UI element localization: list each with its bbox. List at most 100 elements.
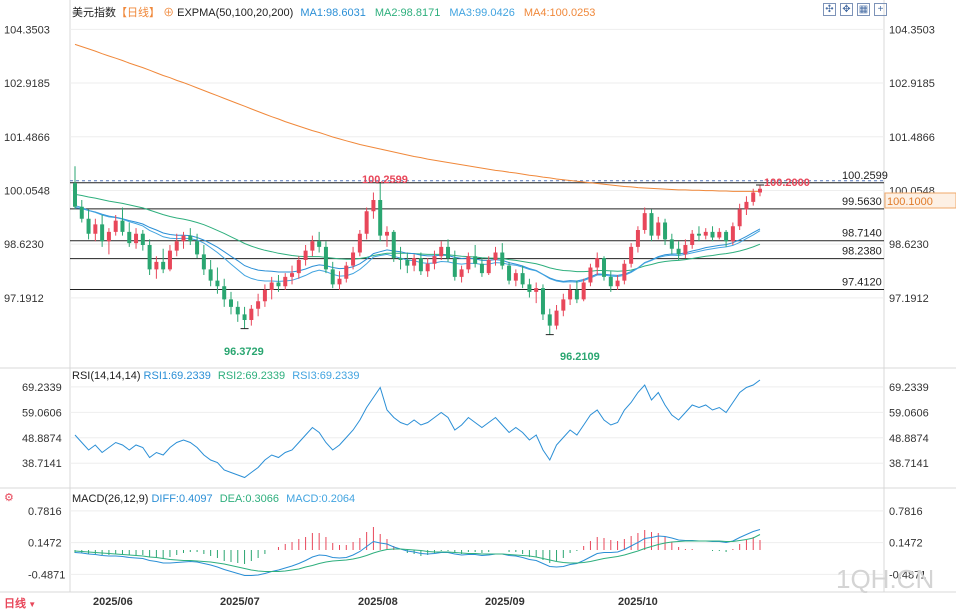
- watermark: 1QH.CN: [836, 564, 934, 594]
- candle-body-55: [446, 246, 451, 259]
- candle-body-58: [466, 256, 471, 270]
- candle-body-36: [317, 241, 322, 247]
- candle-body-16: [181, 235, 186, 242]
- candle-body-80: [615, 280, 620, 287]
- dea-line: [74, 534, 761, 572]
- candle-body-87: [663, 222, 668, 240]
- candle-body-73: [568, 290, 573, 300]
- candle-body-17: [188, 235, 193, 242]
- period-button-label: 日线: [4, 598, 26, 610]
- annotation-low1: 96.3729: [224, 346, 264, 358]
- candle-body-85: [649, 213, 654, 236]
- x-label-2025-06: 2025/06: [93, 596, 133, 608]
- period-label[interactable]: 【日线】: [116, 7, 160, 19]
- period-button[interactable]: 日线 ▼: [4, 595, 44, 610]
- candle-body-98: [737, 209, 742, 227]
- candle-body-90: [683, 245, 688, 255]
- macd-settings-icon[interactable]: ⚙: [4, 492, 14, 504]
- y-tick-right-4: 98.6230: [889, 239, 929, 251]
- diff-line: [74, 529, 761, 576]
- macd-series: [74, 527, 761, 576]
- candle-body-2: [86, 218, 91, 234]
- candle-body-64: [507, 265, 512, 281]
- rsi-tick-left-0: 69.2339: [22, 382, 62, 394]
- candle-body-28: [262, 290, 267, 302]
- candle-body-95: [717, 231, 722, 238]
- ma2-label: MA2:98.8171: [374, 7, 441, 19]
- rsi-tick-right-2: 48.8874: [889, 433, 929, 445]
- candle-body-26: [249, 308, 254, 320]
- macd-header: MACD(26,12,9) DIFF:0.4097 DEA:0.3066 MAC…: [72, 493, 355, 505]
- current-price-label: 100.1000: [887, 196, 933, 208]
- annotation-low2: 96.2109: [560, 351, 600, 363]
- candle-body-43: [364, 211, 369, 234]
- candle-body-96: [724, 231, 729, 242]
- candle-body-59: [473, 256, 478, 264]
- candle-body-99: [744, 201, 749, 210]
- candle-body-67: [527, 284, 532, 292]
- add-indicator-icon[interactable]: +: [874, 3, 887, 16]
- ma2-line: [74, 193, 761, 273]
- rsi2-value: RSI2:69.2339: [217, 370, 286, 382]
- candle-body-71: [554, 310, 559, 326]
- candle-body-15: [174, 241, 179, 251]
- h-line-label-0: 100.2599: [842, 170, 888, 182]
- candlesticks: [73, 166, 764, 336]
- h-line-label-3: 98.2380: [842, 246, 882, 258]
- candle-body-41: [351, 252, 356, 266]
- candle-body-50: [412, 258, 417, 266]
- candle-body-84: [642, 213, 647, 230]
- candle-body-81: [622, 263, 627, 281]
- candle-body-97: [730, 226, 735, 242]
- grid-icon[interactable]: ▦: [857, 3, 870, 16]
- candle-body-4: [100, 224, 105, 242]
- candle-body-9: [134, 233, 139, 244]
- candle-body-32: [290, 273, 295, 277]
- candle-body-66: [520, 273, 525, 285]
- candle-body-12: [154, 261, 159, 270]
- rsi-tick-left-1: 59.0606: [22, 407, 62, 419]
- candle-body-11: [147, 245, 152, 270]
- candle-body-57: [459, 269, 464, 277]
- macd-label[interactable]: MACD(26,12,9): [72, 493, 149, 505]
- y-tick-left-2: 101.4866: [4, 132, 50, 144]
- candle-body-21: [215, 280, 220, 287]
- dropdown-icon: ▼: [26, 600, 37, 609]
- zoom-fit-icon[interactable]: ✣: [823, 3, 836, 16]
- axis-tick-labels: 104.3503 104.3503 102.9185 102.9185 101.4866…: [4, 24, 935, 581]
- candle-body-74: [574, 290, 579, 300]
- macd-tick-left-2: -0.4871: [28, 569, 65, 581]
- candle-body-22: [222, 286, 227, 300]
- candle-body-29: [269, 282, 274, 290]
- y-tick-right-0: 104.3503: [889, 24, 935, 36]
- candle-body-25: [242, 314, 247, 320]
- indicator-label[interactable]: EXPMA(50,100,20,200): [177, 7, 294, 19]
- x-label-2025-07: 2025/07: [220, 596, 260, 608]
- candle-body-91: [690, 233, 695, 245]
- rsi-header: RSI(14,14,14) RSI1:69.2339 RSI2:69.2339 …: [72, 370, 360, 382]
- x-label-2025-10: 2025/10: [618, 596, 658, 608]
- candle-body-77: [595, 258, 600, 268]
- y-tick-left-4: 98.6230: [4, 239, 44, 251]
- macd-tick-left-0: 0.7816: [28, 506, 62, 518]
- candle-body-46: [384, 231, 389, 236]
- candle-body-89: [676, 248, 681, 255]
- rsi-label[interactable]: RSI(14,14,14): [72, 370, 141, 382]
- current-price-box: [884, 192, 956, 209]
- settings-icon[interactable]: ⊕: [163, 7, 175, 19]
- candle-body-27: [256, 301, 261, 309]
- candle-body-10: [140, 233, 145, 245]
- y-tick-left-5: 97.1912: [4, 293, 44, 305]
- candle-body-42: [357, 233, 362, 253]
- candle-body-53: [432, 256, 437, 264]
- candle-body-5: [106, 231, 111, 242]
- move-icon[interactable]: ✥: [840, 3, 853, 16]
- rsi-tick-left-3: 38.7141: [22, 458, 62, 470]
- candle-body-51: [418, 258, 423, 272]
- dea-value: DEA:0.3066: [219, 493, 280, 505]
- candle-body-72: [561, 299, 566, 311]
- candle-body-78: [602, 258, 607, 277]
- y-tick-right-2: 101.4866: [889, 132, 935, 144]
- rsi-tick-right-1: 59.0606: [889, 407, 929, 419]
